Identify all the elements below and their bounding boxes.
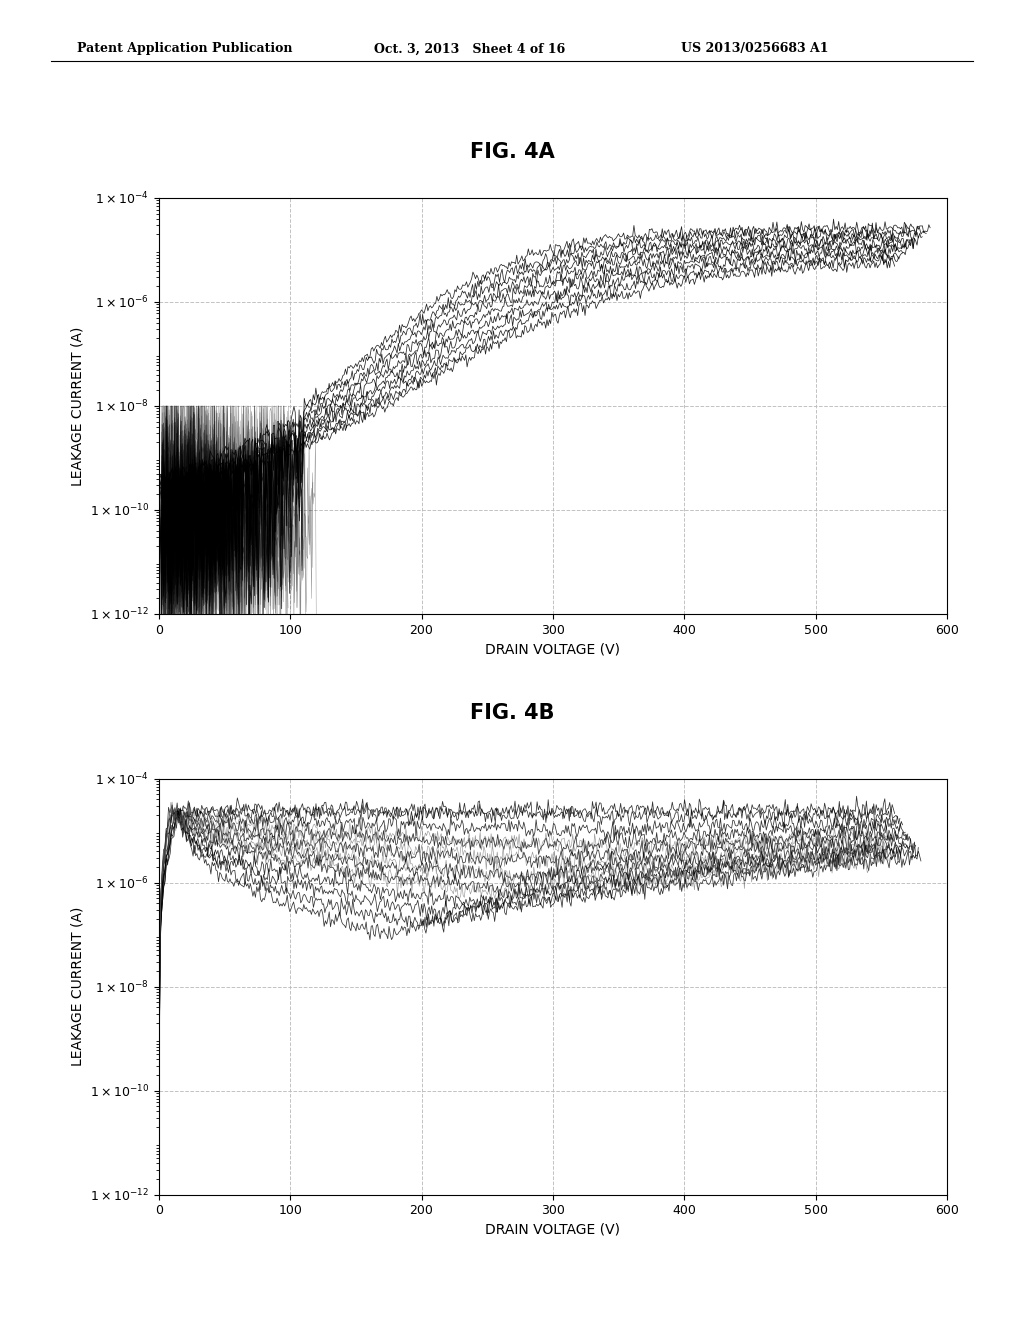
Text: Oct. 3, 2013   Sheet 4 of 16: Oct. 3, 2013 Sheet 4 of 16	[374, 42, 565, 55]
Y-axis label: LEAKAGE CURRENT (A): LEAKAGE CURRENT (A)	[71, 326, 84, 486]
X-axis label: DRAIN VOLTAGE (V): DRAIN VOLTAGE (V)	[485, 642, 621, 656]
X-axis label: DRAIN VOLTAGE (V): DRAIN VOLTAGE (V)	[485, 1222, 621, 1237]
Text: FIG. 4A: FIG. 4A	[470, 143, 554, 162]
Text: US 2013/0256683 A1: US 2013/0256683 A1	[681, 42, 828, 55]
Text: Patent Application Publication: Patent Application Publication	[77, 42, 292, 55]
Y-axis label: LEAKAGE CURRENT (A): LEAKAGE CURRENT (A)	[71, 907, 84, 1067]
Text: FIG. 4B: FIG. 4B	[470, 704, 554, 723]
